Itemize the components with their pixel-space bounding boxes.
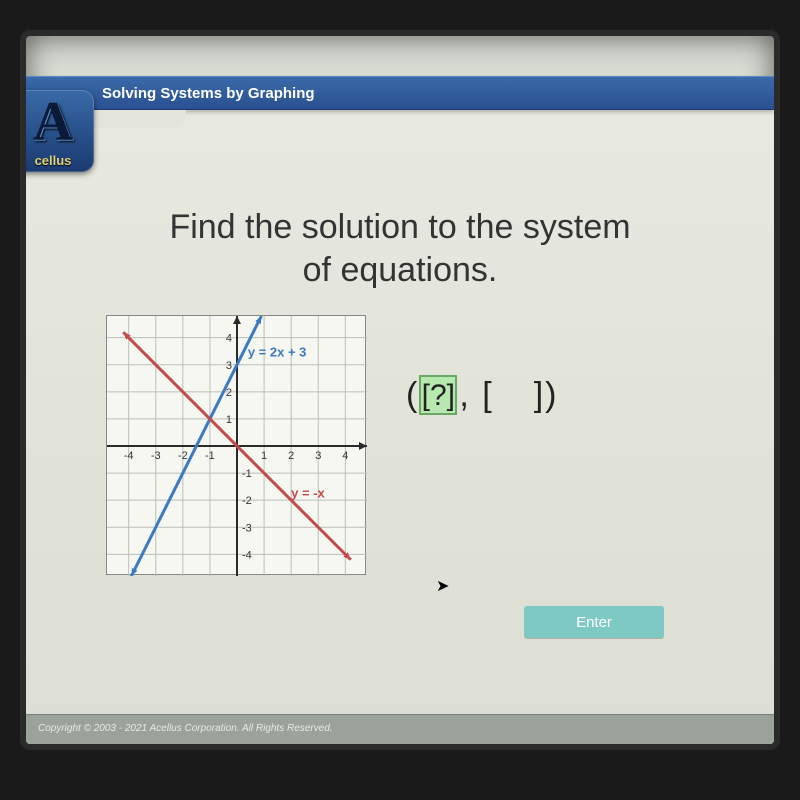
work-area: -4 -3 -2 -1 1 2 3 4 1 2 3 4 -1 -2 -3 -4 y = 2x + 3 y = -x… bbox=[56, 315, 744, 575]
svg-text:1: 1 bbox=[261, 450, 267, 462]
enter-button[interactable]: Enter bbox=[524, 606, 664, 638]
monitor-frame: Solving Systems by Graphing A cellus Fin… bbox=[20, 30, 780, 750]
svg-text:y = 2x + 3: y = 2x + 3 bbox=[248, 345, 307, 360]
answer-slot-y[interactable] bbox=[494, 375, 532, 415]
svg-text:-3: -3 bbox=[151, 450, 161, 462]
app-logo: A cellus bbox=[20, 90, 94, 172]
paren-close: ) bbox=[545, 376, 556, 415]
svg-text:4: 4 bbox=[226, 333, 232, 345]
logo-letter: A bbox=[33, 94, 73, 150]
tab-notch bbox=[86, 110, 186, 128]
svg-text:3: 3 bbox=[226, 360, 232, 372]
svg-text:-2: -2 bbox=[242, 495, 252, 507]
coordinate-graph: -4 -3 -2 -1 1 2 3 4 1 2 3 4 -1 -2 -3 -4 y = 2x + 3 y = -x bbox=[106, 315, 366, 575]
answer-box: ( [?] , [ ] ) bbox=[406, 375, 556, 415]
svg-text:2: 2 bbox=[288, 450, 294, 462]
svg-text:-3: -3 bbox=[242, 522, 252, 534]
svg-text:1: 1 bbox=[226, 414, 232, 426]
svg-text:4: 4 bbox=[342, 450, 348, 462]
answer-slot-x[interactable]: [?] bbox=[419, 375, 457, 415]
svg-text:-4: -4 bbox=[124, 450, 134, 462]
content-area: Find the solution to the system of equat… bbox=[26, 196, 774, 708]
svg-text:3: 3 bbox=[315, 450, 321, 462]
logo-text: cellus bbox=[20, 153, 94, 168]
svg-text:-1: -1 bbox=[242, 468, 252, 480]
copyright-footer: Copyright © 2003 - 2021 Acellus Corporat… bbox=[26, 714, 774, 744]
paren-open: ( bbox=[406, 376, 417, 415]
graph-svg: -4 -3 -2 -1 1 2 3 4 1 2 3 4 -1 -2 -3 -4 y = 2x + 3 y = -x bbox=[107, 316, 367, 576]
svg-text:-1: -1 bbox=[205, 450, 215, 462]
prompt-line-2: of equations. bbox=[303, 251, 498, 289]
mouse-cursor-icon: ➤ bbox=[436, 576, 449, 596]
svg-text:2: 2 bbox=[226, 387, 232, 399]
svg-text:y = -x: y = -x bbox=[291, 485, 325, 500]
answer-comma: , bbox=[459, 376, 468, 415]
bracket-open: [ bbox=[482, 376, 491, 415]
app-window: Find the solution to the system of equat… bbox=[26, 76, 774, 744]
svg-text:-2: -2 bbox=[178, 450, 188, 462]
window-title: Solving Systems by Graphing bbox=[102, 85, 315, 102]
title-bar: Solving Systems by Graphing bbox=[26, 76, 774, 110]
question-prompt: Find the solution to the system of equat… bbox=[56, 206, 744, 291]
bracket-close: ] bbox=[534, 376, 543, 415]
prompt-line-1: Find the solution to the system bbox=[169, 208, 630, 246]
svg-text:-4: -4 bbox=[242, 549, 252, 561]
